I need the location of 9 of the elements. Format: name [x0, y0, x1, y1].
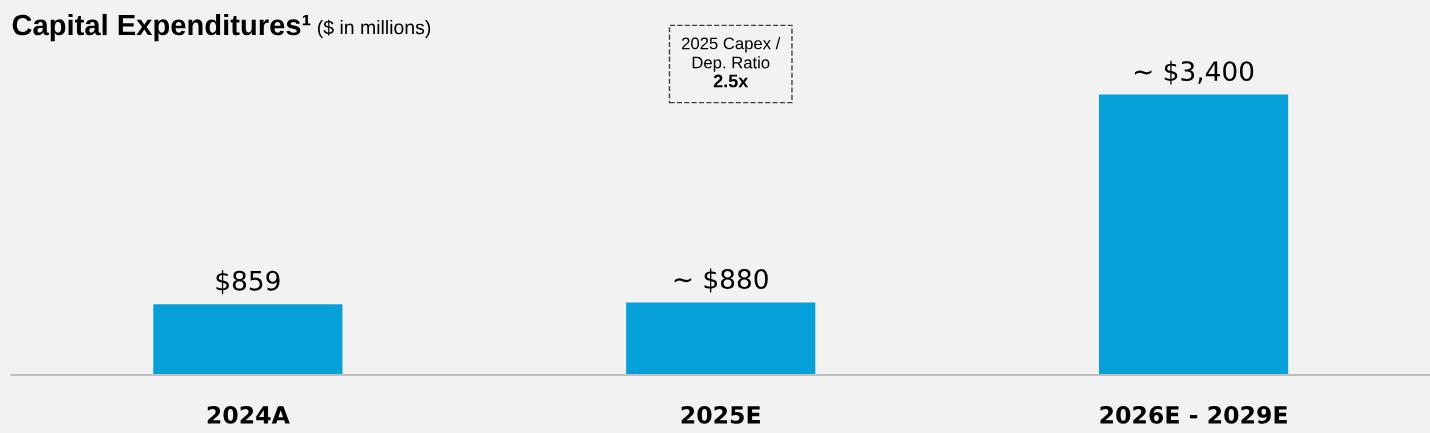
chart-subtitle: ($ in millions) [317, 19, 431, 39]
data-label: ~ $3,400 [1134, 60, 1254, 85]
text: 2025 Capex / Dep. Ratio 2.5x [682, 37, 781, 88]
data-label: $859 [216, 270, 280, 295]
x-tick-label: 2025E [681, 405, 760, 424]
data-label: ~ $880 [674, 268, 768, 293]
x-tick-label: 2024A [207, 405, 290, 424]
chart-title: Capital Expenditures¹ [12, 13, 311, 42]
x-tick-label: 2026E - 2029E [1100, 405, 1287, 424]
